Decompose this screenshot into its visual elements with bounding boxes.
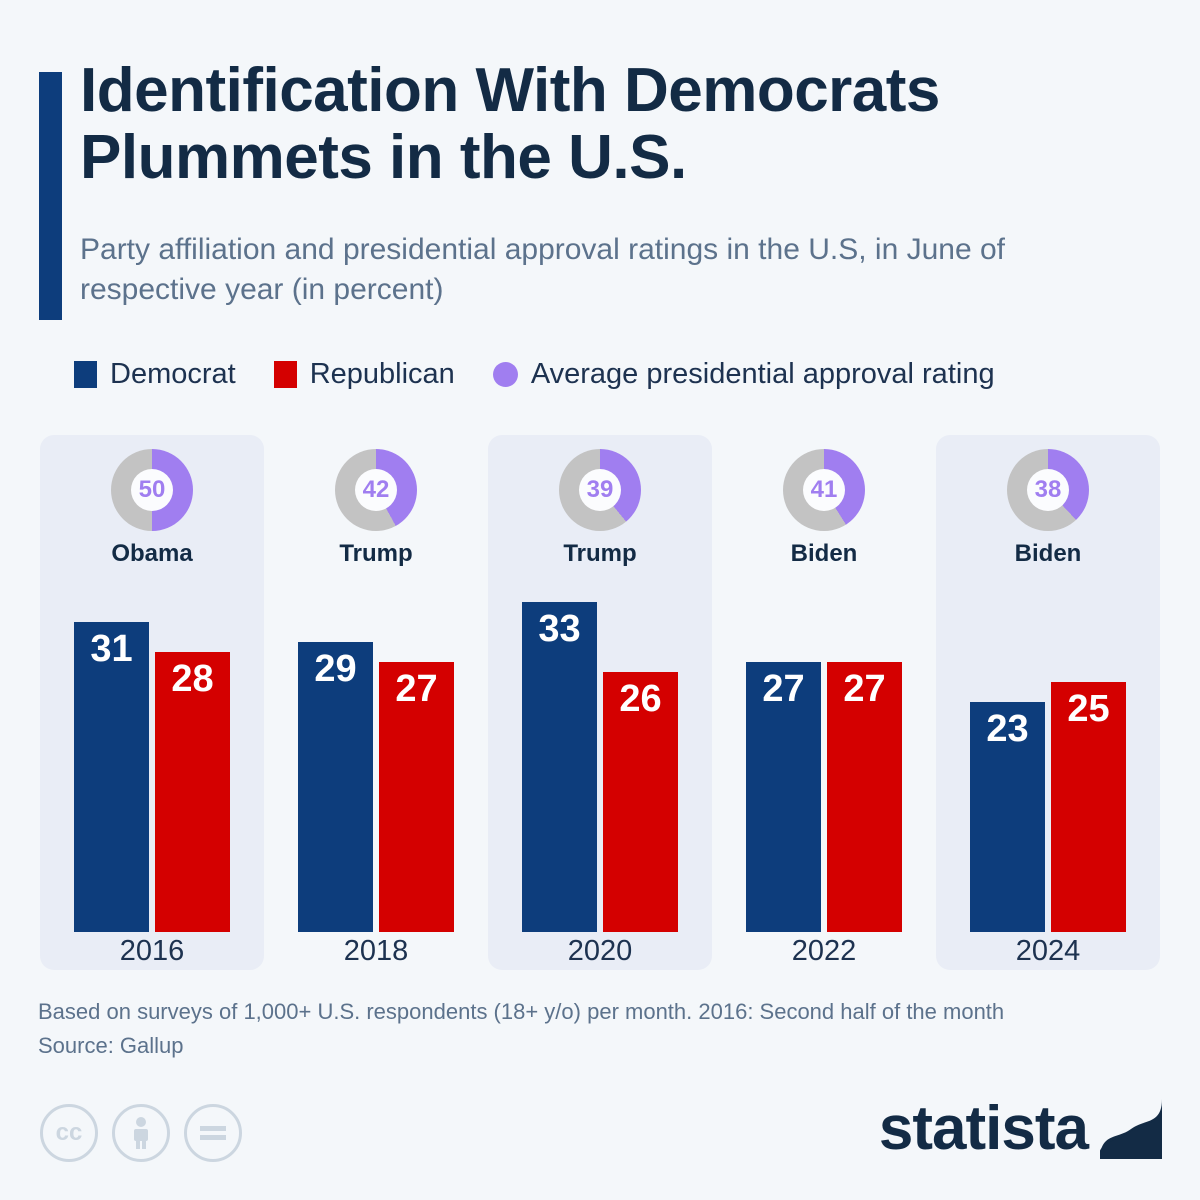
statista-wordmark: statista: [878, 1094, 1089, 1163]
x-axis-tick-2024: 2024: [1015, 935, 1081, 967]
title-accent-bar: [39, 72, 62, 320]
x-axis-tick-2018: 2018: [343, 935, 409, 967]
president-name: Trump: [563, 540, 637, 567]
president-name: Obama: [111, 540, 193, 567]
chart-group-2024: 38 Biden 23 25 2024: [936, 435, 1160, 970]
x-axis-tick-2020: 2020: [567, 935, 633, 967]
approval-donut-icon: 42: [335, 449, 417, 531]
bar-democrat-2020[interactable]: 33: [522, 602, 597, 932]
cc-icon[interactable]: cc: [40, 1104, 98, 1162]
approval-value: 41: [810, 476, 838, 503]
bar-value-label: 31: [90, 628, 133, 670]
chart-footnote: Based on surveys of 1,000+ U.S. responde…: [38, 995, 1004, 1063]
legend-item-democrat[interactable]: Democrat: [74, 358, 236, 391]
person-icon: [134, 1117, 148, 1149]
chart-legend: Democrat Republican Average presidential…: [74, 358, 995, 391]
legend-item-approval[interactable]: Average presidential approval rating: [492, 358, 995, 391]
bar-democrat-2016[interactable]: 31: [74, 622, 149, 932]
legend-swatch-approval-icon: [492, 362, 518, 387]
president-name: Biden: [1014, 540, 1082, 567]
footnote-line-2: Source: Gallup: [38, 1033, 184, 1059]
chart-group-2022: 41 Biden 27 27 2022: [712, 435, 936, 970]
donut-hole: 39: [579, 469, 621, 511]
legend-swatch-democrat-icon: [74, 361, 97, 388]
bar-value-label: 25: [1067, 688, 1110, 730]
bar-pair-2022: 27 27: [712, 582, 936, 932]
chart-group-2020: 39 Trump 33 26 2020: [488, 435, 712, 970]
approval-donut-wrap-2020: 39 Trump: [488, 449, 712, 568]
equals-icon: [200, 1126, 226, 1140]
approval-donut-icon: 39: [559, 449, 641, 531]
bar-value-label: 33: [538, 608, 581, 650]
page-title: Identification With Democrats Plummets i…: [80, 56, 940, 192]
bar-republican-2018[interactable]: 27: [379, 662, 454, 932]
president-name: Biden: [790, 540, 858, 567]
bar-pair-2018: 29 27: [264, 582, 488, 932]
approval-donut-wrap-2022: 41 Biden: [712, 449, 936, 568]
bar-republican-2016[interactable]: 28: [155, 652, 230, 932]
approval-donut-icon: 38: [1007, 449, 1089, 531]
bar-pair-2016: 31 28: [40, 582, 264, 932]
bar-value-label: 23: [986, 708, 1029, 750]
bar-value-label: 27: [762, 668, 805, 710]
approval-donut-icon: 41: [783, 449, 865, 531]
bar-democrat-2022[interactable]: 27: [746, 662, 821, 932]
approval-donut-icon: 50: [111, 449, 193, 531]
approval-value: 50: [138, 476, 166, 503]
donut-hole: 41: [803, 469, 845, 511]
attribution-icon[interactable]: [112, 1104, 170, 1162]
donut-hole: 38: [1027, 469, 1069, 511]
statista-mark-icon: [1100, 1099, 1162, 1159]
legend-item-republican[interactable]: Republican: [273, 358, 455, 391]
bar-pair-2024: 23 25: [936, 582, 1160, 932]
bar-value-label: 28: [171, 658, 214, 700]
no-derivatives-icon[interactable]: [184, 1104, 242, 1162]
approval-value: 38: [1034, 476, 1062, 503]
bar-chart: 50 Obama 31 28 2016 42 Trump 29 27 2018 39 Trump 33 2…: [40, 435, 1160, 970]
cc-glyph: cc: [55, 1119, 83, 1146]
bar-democrat-2024[interactable]: 23: [970, 702, 1045, 932]
legend-label-approval: Average presidential approval rating: [530, 358, 995, 390]
bar-democrat-2018[interactable]: 29: [298, 642, 373, 932]
legend-label-democrat: Democrat: [110, 358, 236, 390]
creative-commons-icons: cc: [40, 1104, 242, 1162]
donut-hole: 42: [355, 469, 397, 511]
approval-donut-wrap-2018: 42 Trump: [264, 449, 488, 568]
bar-value-label: 27: [843, 668, 886, 710]
statista-logo[interactable]: statista: [879, 1098, 1162, 1160]
bar-pair-2020: 33 26: [488, 582, 712, 932]
approval-donut-wrap-2016: 50 Obama: [40, 449, 264, 568]
page-subtitle: Party affiliation and presidential appro…: [80, 233, 1005, 306]
legend-label-republican: Republican: [309, 358, 455, 390]
footnote-line-1: Based on surveys of 1,000+ U.S. responde…: [38, 999, 1005, 1024]
chart-group-2016: 50 Obama 31 28 2016: [40, 435, 264, 970]
president-name: Trump: [339, 540, 413, 567]
approval-donut-wrap-2024: 38 Biden: [936, 449, 1160, 568]
approval-value: 39: [586, 476, 614, 503]
x-axis-tick-2016: 2016: [119, 935, 185, 967]
bar-republican-2024[interactable]: 25: [1051, 682, 1126, 932]
bar-value-label: 27: [395, 668, 438, 710]
chart-group-2018: 42 Trump 29 27 2018: [264, 435, 488, 970]
bar-value-label: 29: [314, 648, 357, 690]
legend-swatch-republican-icon: [273, 361, 297, 388]
donut-hole: 50: [131, 469, 173, 511]
x-axis-tick-2022: 2022: [791, 935, 857, 967]
bar-value-label: 26: [619, 678, 662, 720]
bar-republican-2020[interactable]: 26: [603, 672, 678, 932]
approval-value: 42: [362, 476, 390, 503]
bar-republican-2022[interactable]: 27: [827, 662, 902, 932]
